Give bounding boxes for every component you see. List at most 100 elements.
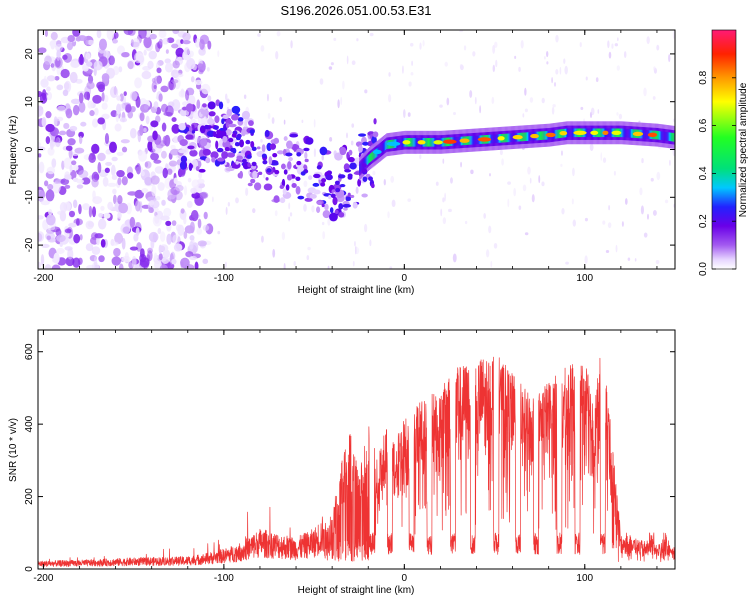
spectrogram-cell [236, 155, 243, 160]
spectrogram-cell [571, 198, 574, 205]
spectrogram-cell [490, 260, 493, 268]
spectrogram-cell [189, 221, 195, 234]
spectrogram-cell [524, 87, 527, 96]
spectrogram-cell [198, 48, 206, 56]
spectrogram-cell [123, 30, 134, 36]
spectrogram-cell [391, 199, 396, 208]
spectrogram-cell [444, 192, 446, 202]
spectrogram-cell [110, 241, 119, 246]
spectrogram-cell [188, 162, 193, 171]
spectrogram-cell [117, 195, 123, 205]
spectrogram-cell [215, 140, 219, 150]
spectrogram-cell [668, 54, 671, 63]
spectrogram-cell [86, 264, 97, 269]
spectrogram-cell [339, 184, 346, 188]
spectrogram-cell [46, 91, 53, 101]
spectrogram-cell [369, 239, 372, 247]
spectrogram-cell [472, 135, 475, 145]
spectrogram-cell [425, 138, 427, 147]
spectrogram-cell [70, 169, 77, 180]
spectrogram-cell [664, 131, 666, 141]
spectrogram-cell [293, 261, 296, 266]
spectrogram-cell [523, 132, 525, 142]
spectrogram-cell [249, 129, 255, 134]
spectrogram-cell [590, 107, 595, 116]
spectrogram-cell [79, 234, 83, 241]
spectrogram-cell [272, 162, 279, 166]
spectrogram-cell [460, 161, 462, 168]
spectrogram-cell [111, 156, 118, 162]
spectrogram-cell [608, 205, 611, 211]
spectrogram-cell [171, 220, 177, 226]
spectrogram-cell [329, 207, 334, 214]
spectrogram-cell [506, 133, 508, 143]
spectrogram-cell [235, 160, 239, 165]
spectrogram-cell [67, 138, 76, 146]
spectrogram-cell [297, 195, 305, 200]
spectrogram-cell [158, 93, 163, 102]
spectrogram-cell [656, 130, 659, 140]
spectrogram-cell [291, 182, 297, 188]
spectrogram-cell [493, 134, 495, 144]
spectrogram-cell [65, 256, 75, 267]
spectrogram-cell [250, 178, 256, 184]
spectrogram-cell [60, 68, 70, 79]
spectrogram-cell [98, 212, 104, 218]
spectrogram-cell [97, 117, 105, 125]
spectrogram-cell [190, 210, 199, 222]
spectrogram-cell [346, 55, 349, 65]
spectrogram-cell [189, 255, 198, 261]
spectrogram-cell [613, 170, 616, 176]
spectrogram-cell [50, 139, 54, 150]
spectrogram-cell [483, 213, 486, 219]
spectrogram-cell [293, 143, 297, 153]
spectrogram-cell [327, 265, 330, 269]
spectrogram-cell [316, 201, 322, 205]
spectrogram-cell [279, 184, 285, 190]
spectrogram-cell [529, 177, 532, 184]
spectrogram-cell [87, 100, 94, 109]
spectrogram-cell [626, 128, 628, 138]
spectrogram-cell [659, 131, 661, 140]
spectrogram-cell [132, 38, 140, 50]
spectrogram-cell [459, 63, 464, 69]
spectrogram-cell [245, 187, 249, 197]
spectrogram-cell [652, 209, 657, 216]
spectrogram-cell [359, 164, 361, 173]
spectrogram-cell [129, 246, 139, 251]
spectrogram-cell [588, 128, 590, 138]
spectrogram-cell [655, 259, 660, 265]
spectrogram-cell [495, 134, 497, 143]
spectrogram-cell [101, 73, 110, 82]
spectrogram-cell [38, 47, 47, 54]
spectrogram-cell [82, 203, 90, 211]
spectrogram-cell [379, 145, 381, 155]
spectrogram-cell [579, 42, 582, 48]
spectrogram-cell [338, 203, 344, 210]
spectrogram-cell [49, 39, 58, 48]
spectrogram-cell [472, 51, 476, 57]
spectrogram-cell [116, 151, 124, 156]
spectrogram-cell [448, 208, 452, 213]
snr-series-line [38, 356, 675, 567]
spectrogram-cell [55, 43, 63, 52]
spectrogram-cell [200, 138, 208, 147]
spectrogram-cell [303, 180, 308, 188]
spectrogram-cell [225, 206, 228, 215]
snr-y-label: SNR (10 * v/v) [8, 418, 19, 482]
spectrogram-cell [489, 173, 491, 177]
spectrogram-cell [616, 112, 619, 116]
spectrogram-cell [72, 104, 80, 116]
spectrogram-cell [668, 159, 671, 166]
spectrogram-cell [96, 236, 100, 246]
spectrogram-cell [305, 137, 314, 145]
spectrogram-cell [477, 137, 492, 142]
spectrogram-cell [222, 114, 230, 119]
spectrogram-cell [179, 108, 188, 117]
spectrogram-cell [442, 217, 447, 225]
spectrogram-cell [267, 112, 271, 119]
spectrogram-cell [555, 69, 559, 75]
spectrogram-cell [289, 133, 299, 138]
spectrogram-cell [56, 234, 66, 242]
spectrogram-cell [162, 135, 168, 145]
